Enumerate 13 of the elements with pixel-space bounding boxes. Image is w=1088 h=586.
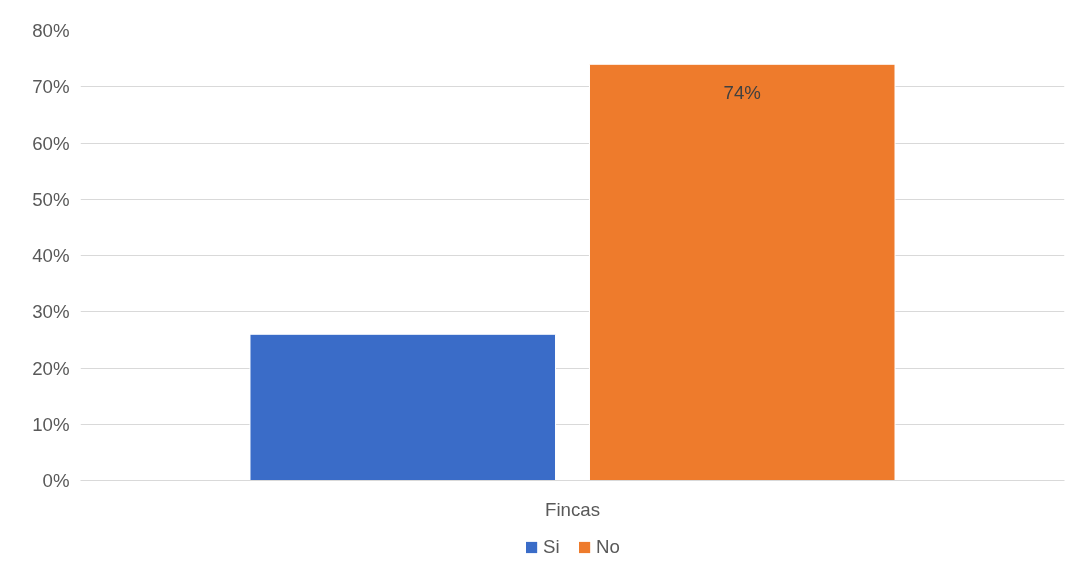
x-tick-label: Fincas (545, 498, 600, 520)
y-tick-label: 70% (32, 76, 70, 98)
y-tick-label: 50% (32, 188, 70, 210)
y-tick-label: 80% (32, 20, 70, 41)
legend-label: Si (543, 536, 561, 558)
y-tick-label: 60% (32, 132, 70, 154)
y-tick-label: 40% (32, 245, 70, 266)
data-label: 74% (723, 82, 761, 104)
y-tick-label: 0% (42, 470, 70, 491)
y-tick-label: 20% (32, 357, 70, 379)
legend-label: No (596, 536, 620, 558)
y-tick-label: 30% (32, 301, 70, 323)
y-tick-label: 10% (32, 413, 70, 435)
